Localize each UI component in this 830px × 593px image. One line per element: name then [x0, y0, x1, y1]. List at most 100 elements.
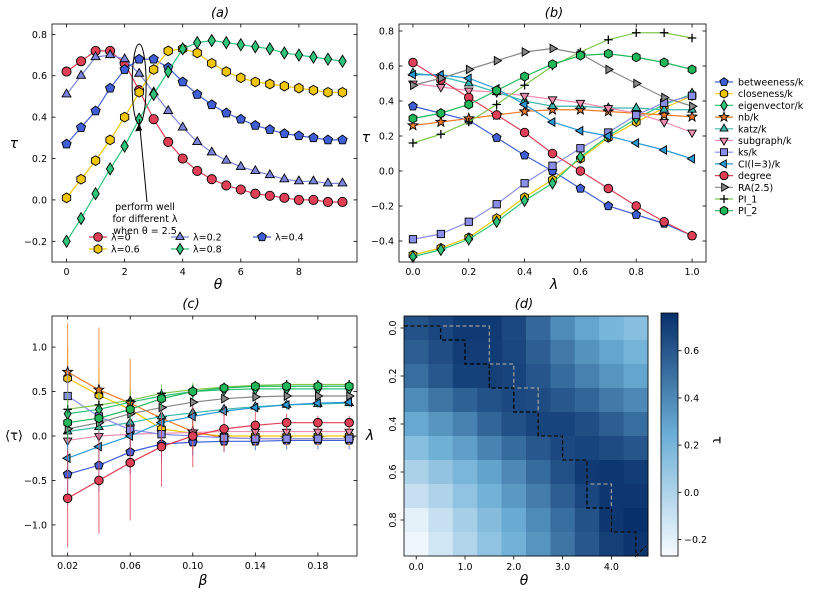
legend-label-katz-k: katz/k [738, 124, 767, 135]
b-pi-1-marker [631, 28, 641, 38]
c-degree-marker [313, 417, 323, 428]
heatmap-cell [404, 484, 429, 509]
b-nb-k-marker [434, 115, 448, 128]
c-degree-marker [125, 457, 135, 468]
panel-c-title: (c) [182, 297, 199, 312]
heatmap-cell [477, 508, 503, 533]
legend-label-pi-2: PI_2 [738, 206, 757, 217]
legend-marker-0-8 [176, 242, 184, 256]
a-0-2-marker [206, 146, 217, 156]
heatmap-cell [599, 388, 625, 413]
panel-c-xtick-label: 0.10 [182, 561, 203, 572]
panel-a-axes-frame [51, 23, 358, 263]
c-ra-2-5-marker [189, 397, 199, 408]
b-ci-l-3-k-marker [686, 153, 695, 164]
b-pi-1-marker [659, 28, 669, 38]
heatmap-cell [452, 460, 478, 485]
panel-c: (c) β ⟨τ⟩ 0.02 0.06 0.10 0.14 0.18 −1.0 −0.5 0.… [5, 297, 358, 589]
panel-a: (a) θ τ perform well for different λ whe… [10, 6, 358, 293]
a-0-6-marker [337, 86, 348, 98]
heatmap-cell [574, 532, 600, 557]
a-0-6-marker [221, 66, 231, 77]
heatmap-cell [452, 388, 478, 413]
heatmap-cell [599, 532, 625, 557]
b-pi-1-marker [520, 80, 529, 90]
a-0-2-marker [264, 169, 276, 179]
heatmap-cell [452, 364, 478, 389]
c-pi-2-marker [282, 381, 291, 392]
colorbar-label: τ [709, 436, 724, 444]
a-0-marker [322, 196, 334, 208]
heatmap-cell [599, 412, 625, 437]
b-nb-k-marker [657, 108, 671, 121]
c-ci-l-3-k-marker [343, 397, 353, 408]
a-0-8-marker [105, 162, 115, 176]
b-pi-2-marker [631, 52, 641, 63]
heatmap-cell [452, 484, 478, 509]
a-0-marker [177, 153, 188, 164]
a-0-2-marker [192, 135, 203, 145]
heatmap-cell [477, 484, 503, 509]
a-0-4-marker [134, 53, 145, 64]
a-0-6-marker [236, 72, 246, 84]
legend-marker-0-4 [257, 231, 267, 242]
c-pi-2-marker [188, 386, 198, 397]
heatmap-cell [550, 508, 576, 533]
heatmap-cell [452, 436, 478, 461]
panel-a-ytick-label: 0.6 [32, 71, 47, 82]
annotation-arrow-shaft [138, 119, 148, 203]
heatmap-cell [623, 508, 649, 533]
legend-label-ci-l-3-k: CI(l=3)/k [738, 159, 781, 170]
heatmap-cell [404, 364, 429, 389]
panel-a-xlabel: θ [214, 277, 223, 293]
heatmap-cell [404, 340, 429, 365]
legend-label-closeness-k: closeness/k [738, 89, 793, 100]
b-subgraph-k-marker [463, 87, 474, 97]
legend-marker-pi-1 [719, 194, 729, 204]
legend-marker-betweenness-k [719, 77, 729, 86]
b-ks-k-marker [576, 144, 585, 153]
a-0-marker [206, 174, 217, 185]
c-ra-2-5-marker [346, 391, 355, 401]
c-degree-line [67, 422, 350, 499]
b-ra-2-5-marker [661, 92, 670, 103]
heatmap-cell [452, 412, 478, 437]
panel-b-xlabel: λ [549, 277, 558, 293]
b-ks-k-marker [436, 229, 445, 239]
black-boundary [404, 325, 647, 558]
c-ks-k-marker [345, 434, 354, 443]
panel-b: (b) λ τ 0.0 0.2 0.4 0.6 0.8 1.0 −0.4 −0.2 0.0 0.2… [362, 6, 804, 293]
c-ks-k-line [67, 395, 350, 440]
b-ra-2-5-marker [465, 64, 475, 75]
panel-a-ytick-label: 0.8 [32, 30, 47, 41]
a-0-6-marker [163, 45, 173, 57]
a-0-4-marker [75, 122, 87, 132]
legend-label-pi-1: PI_1 [738, 195, 757, 206]
a-0-2-marker [250, 164, 261, 174]
a-0-2-marker [61, 88, 72, 98]
a-0-6-marker [207, 57, 217, 69]
a-0-8-marker [207, 33, 216, 48]
heatmap-cell [623, 436, 649, 461]
b-betweenness-k-marker [575, 183, 586, 193]
b-ks-k-marker [520, 179, 529, 188]
b-ci-l-3-k-marker [546, 117, 556, 127]
a-0-4-marker [148, 53, 159, 64]
b-degree-marker [408, 57, 418, 68]
b-eigenvector-k-marker [576, 150, 585, 164]
b-degree-marker [547, 148, 558, 159]
heatmap-cell [574, 364, 600, 389]
b-pi-1-marker [492, 100, 501, 109]
heatmap-cell [623, 340, 649, 365]
annotation-arrow-head [135, 123, 143, 132]
panel-c-xtick-label: 0.14 [245, 561, 266, 572]
b-pi-1-marker [464, 117, 474, 127]
heatmap-cell [574, 412, 600, 437]
b-ks-k-marker [548, 161, 557, 170]
b-katz-k-marker [547, 100, 558, 110]
colorbar [660, 312, 679, 557]
a-0-8-marker [280, 46, 289, 60]
heatmap-cell [574, 436, 600, 461]
b-ks-k-marker [687, 91, 697, 100]
panel-b-xtick-label: 1.0 [684, 267, 699, 278]
